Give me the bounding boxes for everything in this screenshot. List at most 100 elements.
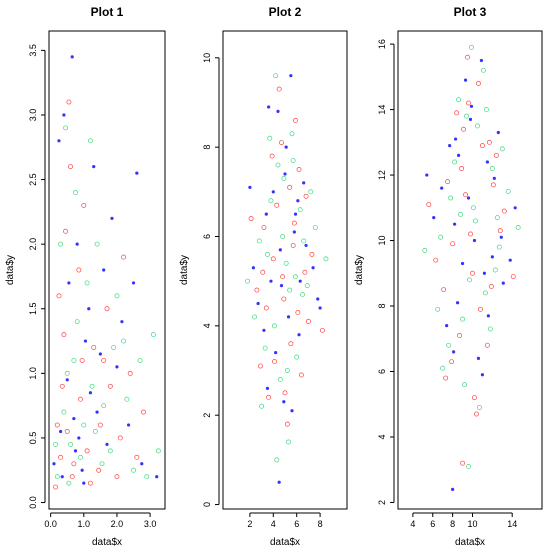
data-point — [59, 383, 65, 389]
data-point — [490, 255, 494, 259]
plot-frame — [397, 30, 543, 510]
data-point — [508, 258, 512, 262]
data-point — [448, 143, 452, 148]
data-point — [293, 274, 298, 280]
data-point — [454, 110, 460, 116]
data-point — [510, 274, 516, 279]
data-point — [464, 113, 469, 119]
data-point — [76, 267, 82, 273]
data-point — [513, 206, 517, 210]
data-point — [71, 461, 77, 467]
data-point — [281, 296, 287, 302]
data-point — [63, 125, 69, 131]
data-point — [87, 307, 91, 311]
y-axis-label: data$y — [179, 255, 190, 285]
y-tick-label: 0 — [202, 502, 212, 507]
data-point — [438, 234, 444, 240]
data-point — [87, 138, 93, 144]
data-point — [61, 409, 67, 415]
data-point — [440, 365, 446, 371]
data-point — [470, 270, 475, 276]
data-point — [131, 467, 136, 473]
data-point — [155, 475, 159, 479]
data-point — [280, 274, 286, 280]
data-point — [471, 205, 476, 211]
data-point — [432, 216, 436, 220]
data-point — [82, 481, 86, 485]
data-point — [294, 354, 300, 360]
data-point — [124, 396, 130, 402]
data-point — [64, 429, 70, 434]
data-point — [459, 166, 465, 171]
data-point — [73, 190, 78, 195]
data-point — [256, 301, 260, 306]
y-tick-label: 4 — [202, 323, 212, 328]
data-point — [290, 242, 296, 248]
data-point — [319, 327, 325, 333]
data-point — [52, 462, 56, 466]
data-point — [281, 175, 287, 181]
data-point — [300, 292, 305, 298]
data-point — [266, 394, 272, 400]
data-point — [468, 231, 473, 237]
data-point — [271, 190, 275, 194]
data-point — [66, 99, 72, 105]
data-point — [134, 454, 140, 460]
data-point — [53, 484, 59, 490]
data-point — [68, 164, 73, 170]
data-point — [98, 352, 102, 356]
data-point — [297, 333, 301, 337]
data-point — [78, 454, 83, 460]
data-point — [289, 131, 295, 137]
data-point — [460, 261, 465, 266]
data-point — [323, 256, 329, 262]
data-point — [248, 216, 254, 222]
data-point — [450, 241, 456, 247]
y-tick-label: 0.5 — [28, 432, 38, 445]
data-point — [111, 345, 117, 350]
data-point — [62, 113, 66, 117]
y-tick-label: 6 — [377, 369, 387, 374]
data-point — [455, 301, 460, 305]
data-point — [485, 160, 489, 164]
data-point — [91, 345, 97, 350]
plot-title: Plot 3 — [454, 5, 487, 19]
data-point — [92, 429, 98, 434]
plot-panel-1: Plot 1 0.0 1.0 2.0 3.0 data$x 0.0 0.5 1.0 1.5 2.0 2… — [5, 5, 166, 548]
data-point — [298, 279, 302, 283]
data-point — [274, 457, 280, 463]
data-point — [104, 306, 110, 312]
y-tick-label: 8 — [377, 304, 387, 309]
data-point — [95, 410, 99, 414]
data-point — [487, 326, 493, 332]
data-point — [61, 332, 67, 338]
x-tick-label: 8 — [318, 519, 323, 529]
y-tick-label: 1.0 — [28, 367, 38, 380]
data-point — [312, 225, 318, 231]
data-point — [469, 104, 474, 108]
data-point — [284, 421, 290, 427]
data-point — [303, 193, 309, 199]
data-point — [445, 179, 451, 185]
data-point — [263, 305, 269, 311]
x-tick-label: 6 — [430, 519, 435, 529]
data-point — [453, 222, 457, 226]
data-point — [64, 370, 70, 376]
data-point — [496, 130, 500, 135]
data-point — [279, 140, 284, 146]
data-point — [72, 416, 76, 421]
data-point — [297, 207, 303, 213]
data-point — [301, 238, 307, 244]
data-point — [94, 241, 100, 247]
data-point — [251, 266, 256, 270]
data-point — [277, 376, 283, 382]
data-point — [490, 182, 496, 188]
data-point — [296, 167, 302, 172]
data-point — [265, 251, 270, 257]
data-point — [426, 202, 432, 207]
data-point — [272, 359, 277, 365]
data-point — [79, 357, 85, 363]
data-point — [101, 403, 107, 409]
data-point — [489, 166, 495, 171]
data-point — [54, 474, 60, 480]
